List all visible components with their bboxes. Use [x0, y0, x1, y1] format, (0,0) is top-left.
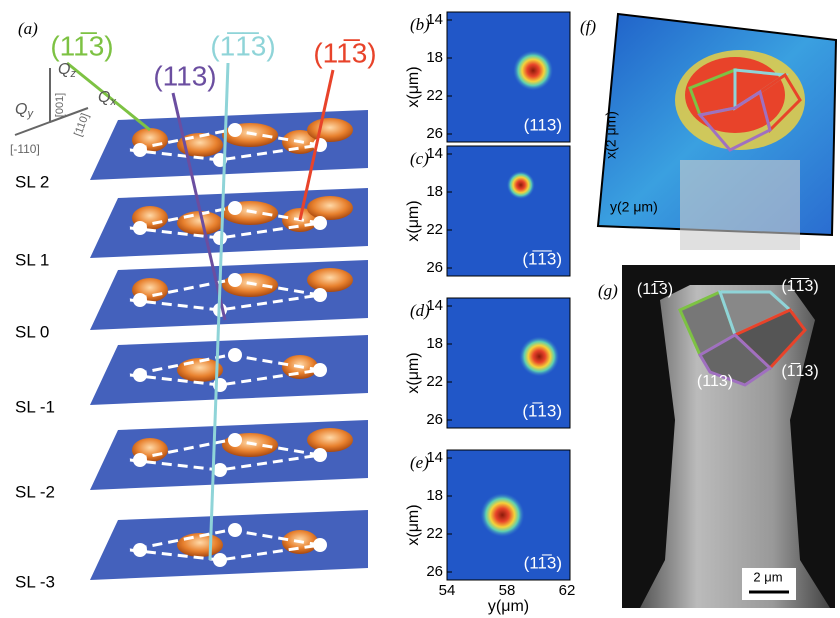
subscript: x: [109, 96, 116, 108]
facet-label: (1̅1̅3): [522, 249, 562, 268]
facet-label: (1̅1̅3): [781, 277, 818, 295]
panel-label: (g): [598, 281, 618, 300]
layer-label: SL -3: [15, 572, 55, 591]
layer-label: SL 0: [15, 322, 49, 341]
y-tick-label: 22: [426, 525, 443, 542]
hotspot: [513, 51, 553, 91]
peak-dot: [228, 123, 242, 137]
layer-label: SL 1: [15, 250, 49, 269]
peak-dot: [133, 543, 147, 557]
axis-symbol: Qy: [15, 101, 34, 120]
axis-label: x(μm): [405, 504, 422, 545]
y-tick-label: 22: [426, 373, 443, 390]
peak-dot: [313, 538, 327, 552]
peak-dot: [228, 348, 242, 362]
panel-f: (f) x(2 μm) y(2 μm): [580, 14, 836, 250]
peak-dot: [228, 523, 242, 537]
axis-symbol: Qx: [98, 89, 116, 108]
axis-label: x(μm): [405, 352, 422, 393]
y-tick-label: 14: [426, 297, 443, 314]
y-tick-label: 26: [426, 411, 443, 428]
panel-g: (g) 2 μm: [598, 265, 835, 608]
y-tick-label: 14: [426, 11, 443, 28]
facet-label: (1̅13): [522, 401, 562, 420]
peak-dot: [133, 453, 147, 467]
isosurface: [307, 196, 353, 220]
peak-dot: [213, 463, 227, 477]
figure: (a) SL 2 SL 1 SL 0 SL -1 SL -2 SL -3 (11̅3) (11…: [0, 0, 840, 618]
panel-a: SL 2SL 1SL 0SL -1SL -2SL -3(11̅3)(113)(1…: [10, 30, 377, 591]
facet-label: (11̅3): [637, 280, 673, 298]
facet-label: (11̅3): [50, 30, 113, 61]
axis-label: y(μm): [488, 598, 529, 615]
layer-label: SL -1: [15, 397, 55, 416]
y-tick-label: 26: [426, 259, 443, 276]
x-tick-label: 54: [439, 582, 456, 599]
symbol: Q: [98, 89, 110, 106]
peak-dot: [313, 363, 327, 377]
isosurface: [307, 428, 353, 452]
y-tick-label: 26: [426, 125, 443, 142]
facet-label: (1̅1̅3): [210, 30, 275, 61]
hotspot: [507, 171, 535, 199]
symbol: Q: [58, 61, 70, 78]
facet-label: (113): [697, 373, 733, 390]
peak-dot: [313, 216, 327, 230]
symbol: Q: [15, 101, 27, 118]
wire-shadow: [680, 160, 800, 250]
direction: [-110]: [10, 142, 40, 156]
y-tick-label: 26: [426, 563, 443, 580]
y-tick-label: 14: [426, 145, 443, 162]
x-tick-label: 62: [559, 582, 576, 599]
layer-label: SL -2: [15, 482, 55, 501]
isosurface: [307, 118, 353, 142]
hotspot: [519, 337, 559, 377]
y-tick-label: 18: [426, 49, 443, 66]
peak-dot: [213, 553, 227, 567]
peak-dot: [313, 448, 327, 462]
isosurface: [307, 268, 353, 292]
peak-dot: [133, 221, 147, 235]
panel-label: (a): [18, 19, 38, 38]
subscript: y: [26, 108, 34, 120]
direction: [001]: [54, 93, 66, 117]
peak-dot: [313, 288, 327, 302]
y-tick-label: 18: [426, 183, 443, 200]
scale-label: 2 μm: [753, 569, 782, 584]
peak-dot: [133, 293, 147, 307]
peak-dot: [228, 201, 242, 215]
y-tick-label: 18: [426, 487, 443, 504]
panel-label: (f): [580, 17, 596, 36]
facet-label: (113): [153, 60, 216, 91]
facet-label: (11̅3): [313, 37, 376, 68]
axis-label: x(2 μm): [603, 111, 619, 159]
y-tick-label: 14: [426, 449, 443, 466]
subscript: z: [69, 68, 76, 80]
axis-label: y(2 μm): [610, 199, 658, 215]
maps: (b)(113)x(μm)14182226(c)(1̅1̅3)x(μm)1418…: [405, 11, 575, 615]
layer-label: SL 2: [15, 172, 49, 191]
peak-dot: [133, 143, 147, 157]
axis-symbol: Qz: [58, 61, 76, 80]
facet-label: (11̅3): [524, 553, 562, 572]
hotspot: [480, 493, 524, 537]
peak-dot: [133, 368, 147, 382]
facet-label: (113): [524, 115, 562, 134]
y-tick-label: 22: [426, 87, 443, 104]
peak-dot: [228, 273, 242, 287]
facet-label: (1̅13): [781, 362, 818, 380]
peak-dot: [228, 433, 242, 447]
x-tick-label: 58: [499, 582, 516, 599]
y-tick-label: 22: [426, 221, 443, 238]
axis-label: x(μm): [405, 66, 422, 107]
y-tick-label: 18: [426, 335, 443, 352]
axis-label: x(μm): [405, 200, 422, 241]
direction: [110]: [72, 112, 91, 138]
